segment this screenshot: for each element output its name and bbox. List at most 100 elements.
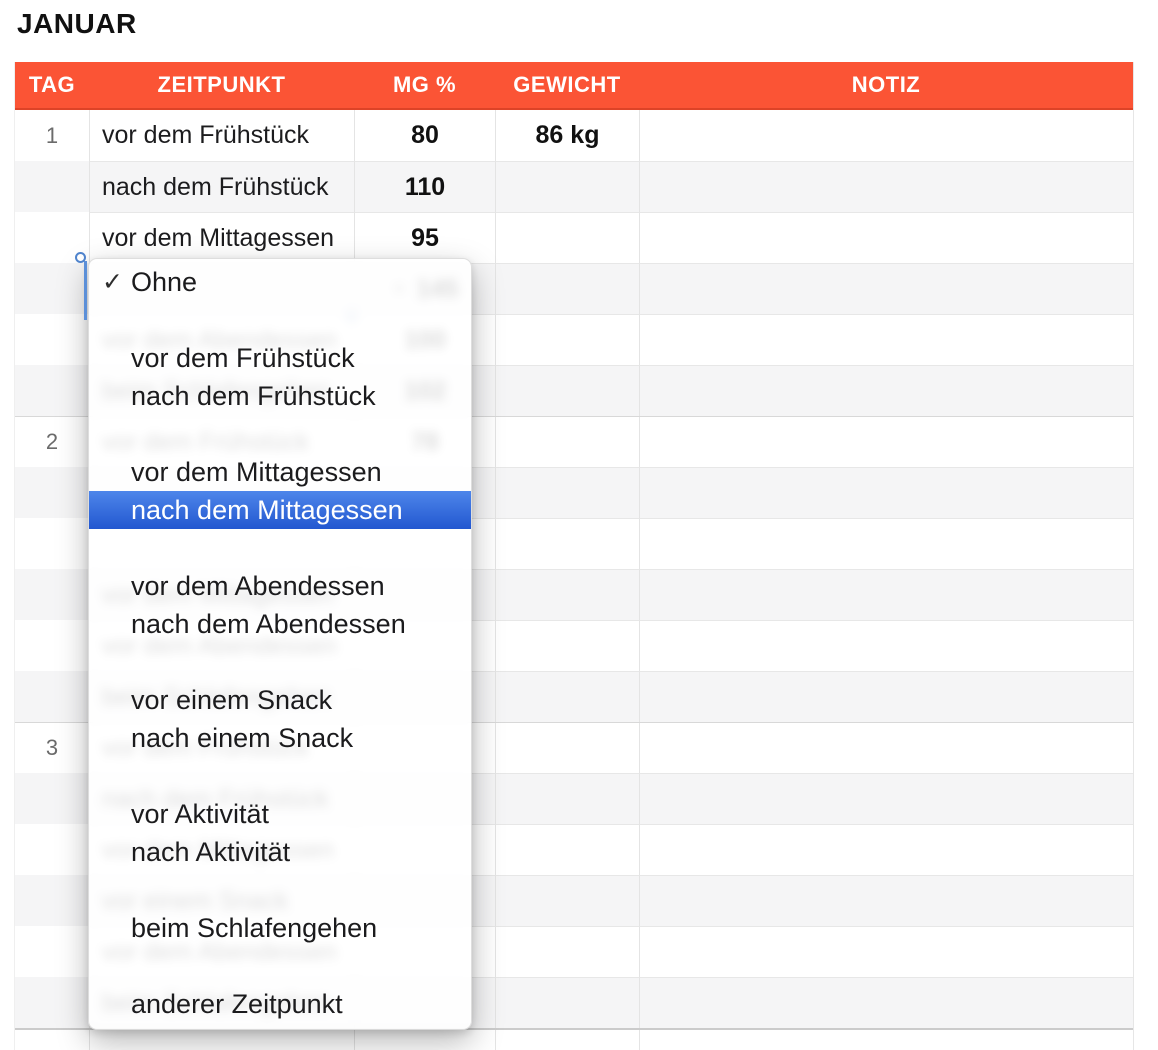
menu-separator — [89, 301, 471, 339]
notiz-cell[interactable] — [639, 161, 1133, 212]
notiz-cell[interactable] — [639, 569, 1133, 620]
zeitpunkt-cell[interactable]: vor dem Mittagessen — [89, 212, 354, 263]
menu-separator — [89, 529, 471, 567]
cell-selection-border — [84, 261, 87, 320]
menu-item-ohne[interactable]: ✓ Ohne — [89, 263, 471, 301]
mg-cell[interactable]: 110 — [354, 161, 495, 212]
menu-item-nach-dem-abendessen[interactable]: nach dem Abendessen — [131, 609, 406, 639]
tag-cell[interactable] — [15, 263, 89, 314]
day-number: 2 — [45, 429, 59, 454]
menu-item-nach-dem-fruehstueck[interactable]: nach dem Frühstück — [131, 381, 376, 411]
menu-item-vor-aktivitaet[interactable]: vor Aktivität — [131, 799, 270, 829]
table-row — [15, 1028, 1133, 1050]
tag-cell[interactable] — [15, 467, 89, 518]
gewicht-cell[interactable] — [495, 518, 639, 569]
menu-separator — [89, 947, 471, 985]
gewicht-cell[interactable] — [495, 314, 639, 365]
mg-cell[interactable]: 80 — [354, 110, 495, 161]
tag-cell[interactable] — [15, 161, 89, 212]
notiz-cell[interactable] — [639, 212, 1133, 263]
column-header-mg: MG % — [392, 72, 457, 97]
menu-item-vor-dem-mittagessen[interactable]: vor dem Mittagessen — [131, 457, 382, 487]
notiz-cell[interactable] — [639, 417, 1133, 467]
menu-item-nach-einem-snack[interactable]: nach einem Snack — [131, 723, 354, 753]
gewicht-cell[interactable] — [495, 620, 639, 671]
mg-cell[interactable]: 95 — [354, 212, 495, 263]
mg-cell[interactable] — [354, 1030, 495, 1050]
notiz-cell[interactable] — [639, 365, 1133, 416]
tag-cell[interactable] — [15, 875, 89, 926]
tag-cell[interactable] — [15, 314, 89, 365]
gewicht-cell[interactable] — [495, 824, 639, 875]
notiz-cell[interactable] — [639, 773, 1133, 824]
notiz-cell[interactable] — [639, 723, 1133, 773]
checkmark-icon: ✓ — [102, 268, 123, 296]
column-header-gewicht: GEWICHT — [513, 72, 621, 97]
tag-cell[interactable] — [15, 569, 89, 620]
gewicht-cell[interactable] — [495, 417, 639, 467]
tag-cell[interactable] — [15, 926, 89, 977]
gewicht-cell[interactable] — [495, 671, 639, 722]
menu-item-nach-dem-mittagessen[interactable]: nach dem Mittagessen — [89, 491, 471, 529]
table-row: vor dem Mittagessen 95 — [15, 212, 1133, 263]
gewicht-cell[interactable] — [495, 467, 639, 518]
menu-item-vor-dem-fruehstueck[interactable]: vor dem Frühstück — [131, 343, 355, 373]
menu-separator — [89, 415, 471, 453]
menu-separator — [89, 871, 471, 909]
tag-cell[interactable] — [15, 824, 89, 875]
selection-handle-top-left[interactable] — [75, 252, 86, 263]
menu-item-vor-einem-snack[interactable]: vor einem Snack — [131, 685, 333, 715]
gewicht-cell[interactable] — [495, 365, 639, 416]
gewicht-cell[interactable] — [495, 161, 639, 212]
notiz-cell[interactable] — [639, 671, 1133, 722]
menu-item-anderer-zeitpunkt[interactable]: anderer Zeitpunkt — [131, 989, 343, 1019]
tag-cell[interactable] — [15, 977, 89, 1028]
tag-cell[interactable] — [15, 773, 89, 824]
table-header-row: TAG ZEITPUNKT MG % GEWICHT NOTIZ — [15, 62, 1133, 110]
tag-cell[interactable]: 2 — [15, 417, 89, 467]
day-number: 1 — [45, 122, 59, 148]
column-header-zeitpunkt: ZEITPUNKT — [157, 72, 286, 97]
notiz-cell[interactable] — [639, 926, 1133, 977]
gewicht-cell[interactable] — [495, 926, 639, 977]
menu-item-vor-dem-abendessen[interactable]: vor dem Abendessen — [131, 571, 385, 601]
notiz-cell[interactable] — [639, 110, 1133, 161]
gewicht-cell[interactable] — [495, 977, 639, 1028]
notiz-cell[interactable] — [639, 824, 1133, 875]
gewicht-cell[interactable] — [495, 212, 639, 263]
day-number: 3 — [45, 735, 59, 760]
tag-cell[interactable] — [15, 1030, 89, 1050]
menu-item-beim-schlafengehen[interactable]: beim Schlafengehen — [131, 913, 378, 943]
notiz-cell[interactable] — [639, 1030, 1133, 1050]
tag-cell[interactable]: 1 — [15, 110, 89, 161]
table-row: 1 vor dem Frühstück 80 86 kg — [15, 110, 1133, 161]
menu-item-nach-aktivitaet[interactable]: nach Aktivität — [131, 837, 291, 867]
gewicht-cell[interactable] — [495, 569, 639, 620]
notiz-cell[interactable] — [639, 620, 1133, 671]
zeitpunkt-cell[interactable] — [89, 1030, 354, 1050]
notiz-cell[interactable] — [639, 875, 1133, 926]
zeitpunkt-popup-menu: ✓ Ohne vor dem Frühstück nach dem Frühst… — [88, 258, 472, 1030]
gewicht-cell[interactable] — [495, 723, 639, 773]
tag-cell[interactable] — [15, 518, 89, 569]
notiz-cell[interactable] — [639, 263, 1133, 314]
notiz-cell[interactable] — [639, 977, 1133, 1028]
column-header-notiz: NOTIZ — [851, 72, 921, 97]
zeitpunkt-cell[interactable]: vor dem Frühstück — [89, 110, 354, 161]
menu-separator — [89, 643, 471, 681]
notiz-cell[interactable] — [639, 314, 1133, 365]
gewicht-cell[interactable] — [495, 1030, 639, 1050]
gewicht-cell[interactable] — [495, 875, 639, 926]
gewicht-cell[interactable] — [495, 263, 639, 314]
gewicht-cell[interactable] — [495, 773, 639, 824]
gewicht-cell[interactable]: 86 kg — [495, 110, 639, 161]
zeitpunkt-cell[interactable]: nach dem Frühstück — [89, 161, 354, 212]
tag-cell[interactable]: 3 — [15, 723, 89, 773]
tag-cell[interactable] — [15, 671, 89, 722]
column-header-tag: TAG — [28, 72, 76, 97]
notiz-cell[interactable] — [639, 467, 1133, 518]
tag-cell[interactable] — [15, 620, 89, 671]
tag-cell[interactable] — [15, 365, 89, 416]
notiz-cell[interactable] — [639, 518, 1133, 569]
